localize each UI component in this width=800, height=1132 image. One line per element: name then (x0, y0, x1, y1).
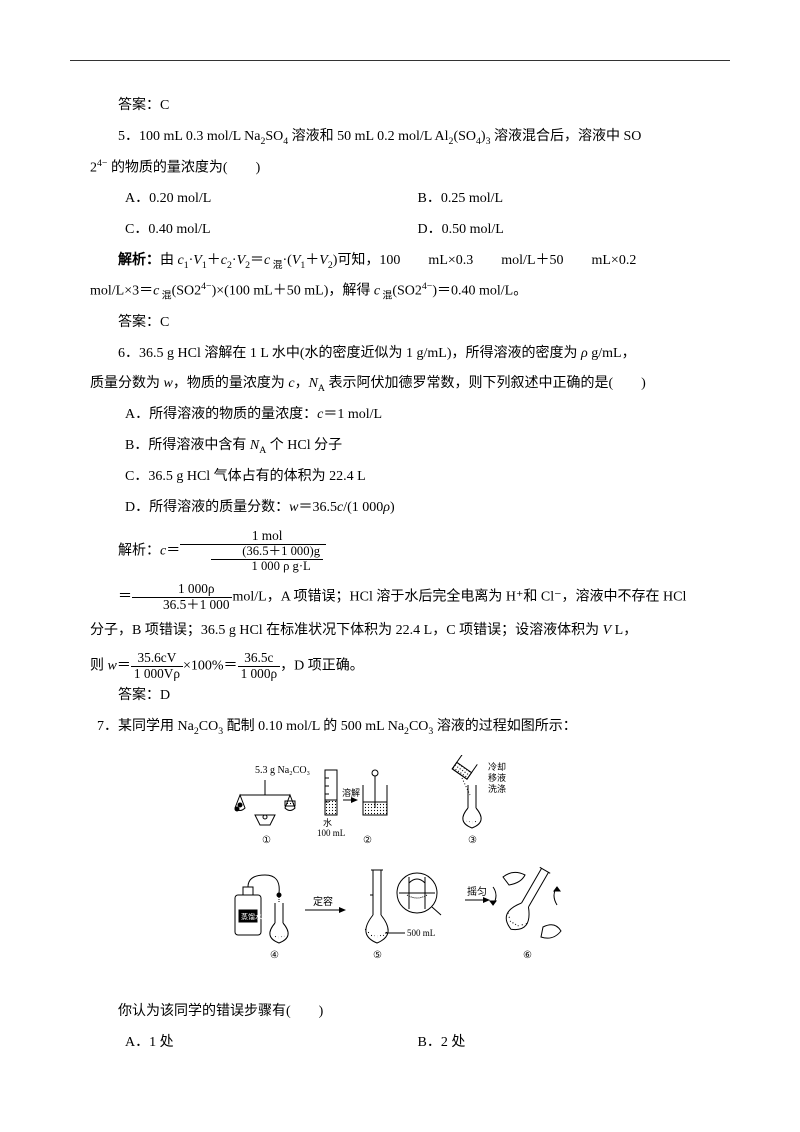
diag-step4: ④ (270, 950, 279, 961)
q6-opt-d: D．所得溶液的质量分数：w＝36.5c/(1 000ρ) (90, 493, 710, 524)
q6-opt-c: C．36.5 g HCl 气体占有的体积为 22.4 L (90, 462, 710, 493)
q5-opt-b: B．0.25 mol/L (418, 184, 711, 215)
diag-dissolve-label: 溶解 (342, 787, 360, 798)
diag-cool-label: 冷却 (488, 761, 506, 772)
diag-step5: ⑤ (373, 950, 382, 961)
q5-analysis-line2: mol/L×3＝c 混(SO24−)×(100 mL＋50 mL)，解得 c 混… (90, 276, 710, 307)
q6-stem-line2: 质量分数为 w，物质的量浓度为 c，NA 表示阿伏加德罗常数，则下列叙述中正确的… (90, 369, 710, 400)
q6-analysis-line3: 分子，B 项错误；36.5 g HCl 在标准状况下体积为 22.4 L，C 项… (90, 616, 710, 647)
q6-opt-a: A．所得溶液的物质的量浓度：c＝1 mol/L (90, 400, 710, 431)
q5-stem-line2: 24− 的物质的量浓度为( ) (90, 153, 710, 184)
q7-options-row1: A．1 处 B．2 处 (125, 1028, 710, 1059)
q5-answer: 答案：C (90, 308, 710, 339)
q7-opt-b: B．2 处 (418, 1028, 711, 1059)
diag-step1: ① (262, 835, 271, 846)
q6-analysis-line2: ＝1 000ρ36.5＋1 000mol/L，A 项错误；HCl 溶于水后完全电… (90, 582, 710, 612)
q5-options-row2: C．0.40 mol/L D．0.50 mol/L (125, 215, 710, 246)
diag-step2: ② (363, 835, 372, 846)
q5-opt-a: A．0.20 mol/L (125, 184, 418, 215)
q6-analysis-line4: 则 w＝35.6cV1 000Vρ×100%＝36.5c1 000ρ，D 项正确… (90, 651, 710, 681)
q6-opt-b: B．所得溶液中含有 NA 个 HCl 分子 (90, 431, 710, 462)
q7-stem: 7．某同学用 Na2CO3 配制 0.10 mol/L 的 500 mL Na2… (90, 712, 710, 743)
diag-500ml-label: 500 mL (407, 928, 435, 938)
diag-wash-label: 洗涤 (488, 783, 506, 794)
diag-transfer-label: 移液 (488, 772, 506, 783)
q6-answer: 答案：D (90, 681, 710, 712)
diag-shake-label: 摇匀 (467, 885, 487, 898)
q6-stem-line1: 6．36.5 g HCl 溶解在 1 L 水中(水的密度近似为 1 g/mL)，… (90, 339, 710, 370)
diag-distilled-label: 蒸馏水 (241, 912, 262, 921)
diag-step3: ③ (468, 835, 477, 846)
q6-analysis-line1: 解析：c＝ 1 mol (36.5＋1 000)g1 000 ρ g·L (90, 529, 710, 573)
q7-question: 你认为该同学的错误步骤有( ) (90, 997, 710, 1028)
q5-analysis: 解析：由 c1·V1＋c2·V2＝c 混·(V1＋V2)可知，100 mL×0.… (90, 246, 710, 277)
q5-opt-d: D．0.50 mol/L (418, 215, 711, 246)
diag-step6: ⑥ (523, 950, 532, 961)
page-top-rule (70, 60, 730, 61)
q5-options-row1: A．0.20 mol/L B．0.25 mol/L (125, 184, 710, 215)
q7-diagram: 5.3 g Na₂CO₃ ① 水 100 mL 溶解 ② (90, 755, 710, 985)
q7-opt-a: A．1 处 (125, 1028, 418, 1059)
q5-opt-c: C．0.40 mol/L (125, 215, 418, 246)
diag-water-label: 水 (323, 817, 332, 828)
diag-mass-label: 5.3 g Na₂CO₃ (255, 765, 310, 776)
q4-answer: 答案：C (90, 91, 710, 122)
diag-dingrong-label: 定容 (313, 895, 333, 908)
q5-stem: 5．100 mL 0.3 mol/L Na2SO4 溶液和 50 mL 0.2 … (90, 122, 710, 153)
diag-100ml-label: 100 mL (317, 828, 345, 838)
